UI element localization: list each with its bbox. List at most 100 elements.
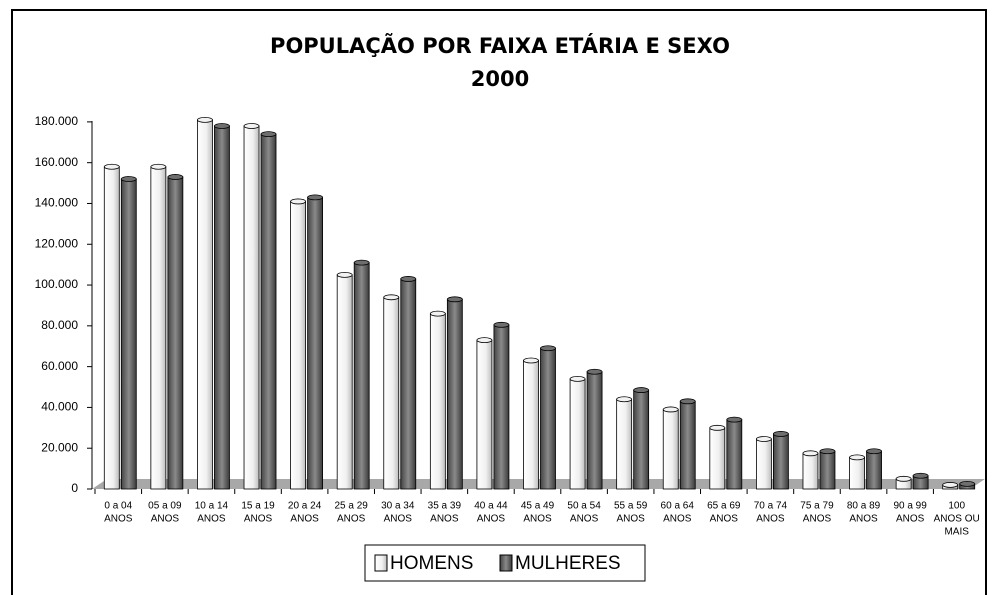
bar-cap [802, 450, 819, 457]
bar-cap [912, 472, 929, 479]
legend-label: HOMENS [390, 553, 473, 574]
bar [214, 125, 230, 490]
bar-cap [540, 345, 556, 352]
x-tick-label: ANOS [756, 514, 785, 525]
x-tick-label: 45 a 49 [521, 501, 555, 512]
x-tick-label: 60 a 64 [661, 501, 695, 512]
bar [569, 378, 586, 490]
bar [429, 313, 446, 490]
x-tick-label: 50 a 54 [567, 501, 601, 512]
bar-cap [336, 271, 353, 278]
bar-cap [662, 406, 679, 413]
legend-label: MULHERES [515, 553, 621, 574]
bar [336, 274, 353, 490]
frame [11, 9, 987, 595]
x-tick-label: ANOS [570, 514, 599, 525]
bar-cap [866, 448, 882, 455]
y-tick-label: 40.000 [41, 400, 78, 414]
x-tick-label: 40 a 44 [474, 501, 508, 512]
bar-cap [493, 321, 510, 328]
bar-cap [942, 482, 959, 488]
bar-cap [772, 431, 789, 437]
bar-cap [959, 481, 976, 487]
x-tick-label: 100 [948, 501, 965, 512]
bar-cap [120, 176, 137, 182]
x-tick-label: ANOS [430, 514, 459, 525]
bar-cap [307, 194, 324, 201]
y-tick-label: 80.000 [41, 318, 78, 332]
bar [709, 427, 726, 490]
x-tick-label: 0 a 04 [104, 501, 132, 512]
bar-cap [353, 259, 370, 266]
bar-cap [214, 123, 230, 129]
y-tick-label: 140.000 [35, 196, 79, 210]
bar [243, 125, 260, 490]
bar-cap [726, 416, 743, 423]
bar [446, 298, 463, 490]
bar [400, 278, 417, 490]
x-tick-label: ANOS [523, 514, 552, 525]
x-tick-label: ANOS [197, 514, 226, 525]
x-tick-label: ANOS OU [934, 514, 980, 525]
x-tick-label: ANOS [663, 514, 692, 525]
bar [120, 178, 137, 490]
bar [755, 438, 772, 490]
bar-cap [260, 131, 277, 138]
bar-cap [849, 454, 865, 461]
x-tick-label: 55 a 59 [614, 501, 648, 512]
x-tick-label: 65 a 69 [707, 501, 741, 512]
bar [307, 196, 324, 490]
bar [772, 433, 789, 490]
x-tick-label: ANOS [616, 514, 645, 525]
bar-cap [290, 198, 307, 205]
bar-cap [167, 174, 184, 180]
bar [679, 400, 696, 490]
x-tick-label: 70 a 74 [754, 501, 788, 512]
x-tick-label: 35 a 39 [428, 501, 462, 512]
y-tick-label: 120.000 [35, 236, 79, 250]
bar [476, 339, 493, 490]
x-tick-label: 90 a 99 [893, 501, 927, 512]
bar [662, 409, 679, 490]
bar-cap [243, 123, 260, 129]
bar-cap [586, 368, 603, 375]
x-tick-label: ANOS [384, 514, 413, 525]
bar [726, 419, 743, 490]
bar-cap [523, 357, 539, 364]
bar-cap [429, 310, 446, 317]
bar [802, 452, 819, 490]
y-tick-label: 20.000 [41, 440, 78, 454]
chart-title: 2000 [471, 67, 529, 91]
y-tick-label: 160.000 [35, 155, 79, 169]
x-tick-label: ANOS [290, 514, 319, 525]
bar [819, 450, 836, 490]
bar [290, 201, 307, 490]
bar-cap [679, 398, 696, 405]
bar [633, 389, 650, 490]
x-tick-label: ANOS [477, 514, 506, 525]
bar [383, 296, 400, 490]
x-tick-label: ANOS [710, 514, 739, 525]
bar-cap [446, 296, 463, 303]
y-tick-label: 60.000 [41, 359, 78, 373]
y-tick-label: 0 [71, 481, 78, 495]
x-tick-label: 30 a 34 [381, 501, 415, 512]
x-tick-label: 05 a 09 [148, 501, 182, 512]
x-tick-label: ANOS [896, 514, 925, 525]
y-tick-label: 180.000 [35, 114, 79, 128]
x-tick-label: ANOS [337, 514, 366, 525]
x-tick-label: ANOS [244, 514, 273, 525]
x-tick-label: ANOS [104, 514, 133, 525]
bar [197, 119, 213, 490]
bar-cap [819, 448, 836, 455]
bar [150, 166, 167, 490]
bar-cap [150, 163, 167, 170]
bar [167, 176, 184, 490]
bar-cap [103, 163, 120, 170]
legend-swatch [499, 554, 513, 572]
bar-cap [709, 424, 726, 431]
x-tick-label: 80 a 89 [847, 501, 881, 512]
bar [523, 360, 539, 490]
bar [260, 133, 277, 490]
x-tick-label: ANOS [849, 514, 878, 525]
